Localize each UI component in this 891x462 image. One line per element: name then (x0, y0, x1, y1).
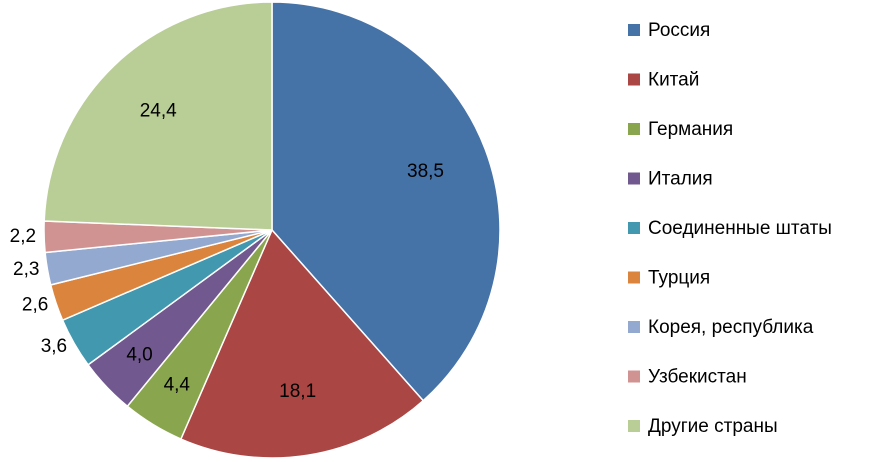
data-label: 24,4 (140, 101, 177, 122)
legend-swatch (628, 222, 640, 234)
pie-slice (43, 1, 273, 231)
data-label: 4,0 (126, 344, 152, 365)
data-label: 4,4 (164, 375, 191, 396)
data-label: 18,1 (279, 381, 316, 402)
legend-swatch (628, 370, 640, 383)
legend-swatch (628, 24, 640, 36)
legend-label: Турция (648, 268, 710, 289)
legend-label: Германия (648, 119, 733, 140)
legend-label: Корея, республика (648, 317, 814, 338)
legend-label: Другие страны (648, 416, 778, 437)
legend-swatch (628, 123, 640, 135)
legend-swatch (628, 321, 640, 333)
legend-swatch (628, 420, 640, 432)
legend-swatch (628, 172, 640, 185)
legend-label: Китай (648, 70, 699, 91)
data-label: 38,5 (407, 161, 444, 182)
legend-label: Италия (648, 169, 713, 190)
legend-label: Соединенные штаты (648, 218, 832, 239)
data-label: 2,3 (13, 259, 39, 280)
legend-swatch (628, 73, 640, 86)
legend-swatch (628, 271, 640, 284)
legend-label: Россия (648, 20, 710, 41)
data-label: 2,6 (22, 294, 48, 315)
pie-slice (179, 228, 425, 459)
data-label: 2,2 (10, 226, 36, 247)
pie-slice (271, 1, 501, 402)
legend-label: Узбекистан (648, 367, 747, 388)
data-label: 3,6 (41, 336, 67, 357)
